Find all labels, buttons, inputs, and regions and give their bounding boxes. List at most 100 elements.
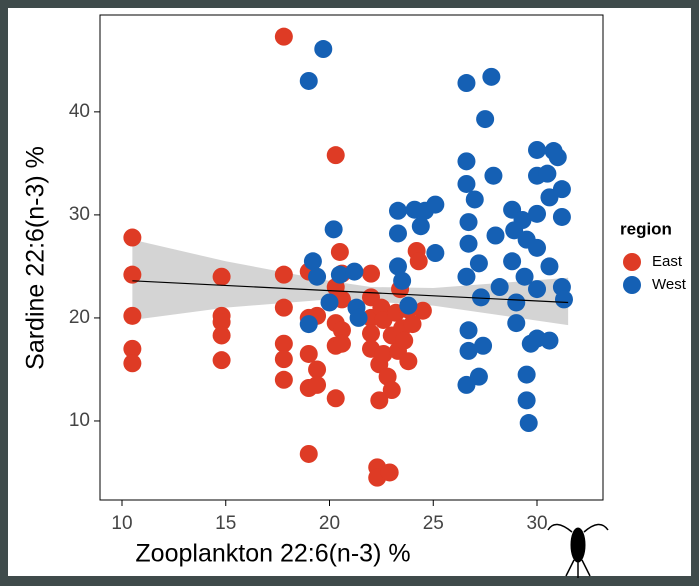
point <box>474 336 493 355</box>
point <box>413 301 432 320</box>
point <box>393 271 412 290</box>
point <box>482 67 501 86</box>
point <box>528 204 547 223</box>
point <box>303 252 322 271</box>
x-axis-title: Zooplankton 22:6(n-3) % <box>135 540 410 568</box>
point <box>457 267 476 286</box>
point <box>513 211 532 230</box>
x-tick-label: 30 <box>526 513 547 534</box>
point <box>324 220 343 239</box>
point <box>123 354 142 373</box>
point <box>123 265 142 284</box>
point <box>388 257 407 276</box>
point <box>123 306 142 325</box>
point <box>308 360 327 379</box>
point <box>374 344 393 363</box>
point <box>349 308 368 327</box>
point <box>538 164 557 183</box>
x-tick-label: 10 <box>111 513 132 534</box>
point <box>459 213 478 232</box>
x-tick-label: 25 <box>423 513 444 534</box>
point <box>426 195 445 214</box>
legend-label: East <box>652 253 683 270</box>
plot-area <box>123 27 573 487</box>
point <box>411 217 430 236</box>
point <box>274 350 293 369</box>
point <box>123 339 142 358</box>
point <box>517 365 536 384</box>
point <box>345 262 364 281</box>
point <box>469 254 488 273</box>
point <box>507 314 526 333</box>
confidence-band <box>132 239 569 326</box>
point <box>380 463 399 482</box>
point <box>212 313 231 332</box>
y-tick-label: 20 <box>69 307 90 328</box>
point <box>540 331 559 350</box>
point <box>330 242 349 261</box>
point <box>503 252 522 271</box>
point <box>308 267 327 286</box>
legend-title: region <box>620 219 672 238</box>
point <box>486 226 505 245</box>
point <box>548 148 567 167</box>
point <box>459 341 478 360</box>
regression-line <box>132 280 569 304</box>
point <box>274 370 293 389</box>
point <box>320 293 339 312</box>
point <box>399 296 418 315</box>
point <box>388 224 407 243</box>
point <box>476 110 495 129</box>
point <box>212 267 231 286</box>
point <box>299 71 318 90</box>
point <box>314 40 333 59</box>
point <box>274 298 293 317</box>
point <box>459 321 478 340</box>
point <box>459 234 478 253</box>
x-tick-label: 20 <box>319 513 340 534</box>
point <box>457 152 476 171</box>
point <box>409 252 428 271</box>
point <box>299 444 318 463</box>
point <box>274 265 293 284</box>
point <box>471 288 490 307</box>
point <box>552 180 571 199</box>
point <box>528 238 547 257</box>
point <box>332 334 351 353</box>
point <box>465 190 484 209</box>
point <box>457 174 476 193</box>
point <box>370 391 389 410</box>
point <box>308 375 327 394</box>
point <box>528 140 547 159</box>
point <box>123 228 142 247</box>
point <box>212 351 231 370</box>
copepod-icon <box>547 523 609 578</box>
point <box>274 27 293 46</box>
point <box>388 201 407 220</box>
point <box>382 381 401 400</box>
point <box>515 267 534 286</box>
point <box>395 331 414 350</box>
point <box>484 166 503 185</box>
point <box>490 278 509 297</box>
point <box>426 244 445 263</box>
point <box>469 367 488 386</box>
point <box>507 293 526 312</box>
legend-marker <box>623 253 641 271</box>
legend-label: West <box>652 276 687 293</box>
y-axis-title: Sardine 22:6(n-3) % <box>22 146 50 370</box>
point <box>326 146 345 165</box>
point <box>517 391 536 410</box>
plot-border <box>99 14 604 501</box>
legend-marker <box>623 276 641 294</box>
point <box>274 334 293 353</box>
point <box>330 265 349 284</box>
point <box>554 290 573 309</box>
point <box>299 344 318 363</box>
y-tick-label: 40 <box>69 101 90 122</box>
point <box>403 315 422 334</box>
point <box>540 257 559 276</box>
point <box>519 414 538 433</box>
